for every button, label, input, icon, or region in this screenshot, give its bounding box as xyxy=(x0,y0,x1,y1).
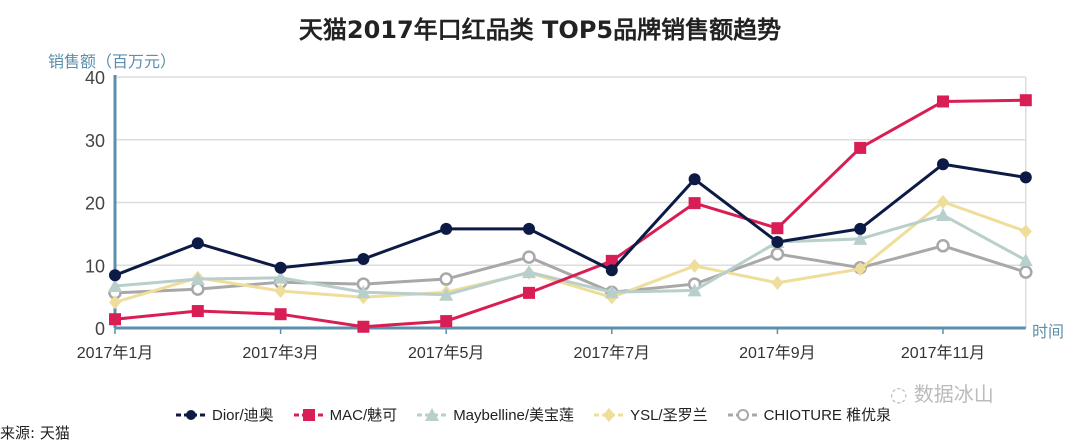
series-line xyxy=(114,162,1027,277)
x-tick-label: 2017年3月 xyxy=(242,344,319,362)
x-tick-label: 2017年9月 xyxy=(739,344,816,362)
data-point xyxy=(937,158,949,171)
legend-swatch xyxy=(594,407,625,422)
data-point xyxy=(1018,253,1033,267)
data-point xyxy=(109,313,121,326)
series-line xyxy=(114,200,1027,304)
data-point xyxy=(109,295,121,310)
data-point xyxy=(109,269,121,282)
legend-label: MAC/魅可 xyxy=(329,407,398,424)
data-point xyxy=(605,264,618,277)
data-point xyxy=(688,197,701,210)
data-point xyxy=(771,275,784,290)
legend-item[interactable]: MAC/魅可 xyxy=(293,404,398,425)
series-line xyxy=(114,213,1027,297)
legend-item[interactable]: CHIOTURE 稚优泉 xyxy=(727,404,892,425)
y-tick-label: 10 xyxy=(85,256,105,276)
legend-item[interactable]: YSL/圣罗兰 xyxy=(594,404,708,425)
legend-item[interactable]: Dior/迪奥 xyxy=(176,404,274,425)
data-point xyxy=(688,173,701,186)
data-point xyxy=(854,262,867,277)
data-point xyxy=(439,272,453,286)
data-point xyxy=(936,239,950,253)
data-point xyxy=(191,282,205,296)
x-tick-label: 2017年1月 xyxy=(77,344,154,362)
y-tick-label: 20 xyxy=(85,194,105,214)
data-point xyxy=(605,254,618,267)
series-line xyxy=(114,244,1027,295)
data-point xyxy=(522,250,536,264)
legend-swatch xyxy=(417,407,448,421)
data-point xyxy=(523,286,535,299)
data-point xyxy=(853,231,868,245)
data-point xyxy=(1019,94,1032,107)
wechat-icon: ◌ xyxy=(890,382,914,406)
data-point xyxy=(937,194,949,209)
data-point xyxy=(770,247,785,261)
data-point xyxy=(523,222,535,235)
data-point xyxy=(356,285,371,299)
data-point xyxy=(190,272,205,286)
legend-swatch xyxy=(293,408,324,421)
data-point xyxy=(688,258,701,273)
data-point xyxy=(357,252,370,265)
legend-item[interactable]: Maybelline/美宝莲 xyxy=(417,404,574,425)
data-point xyxy=(191,237,204,250)
data-point xyxy=(274,283,287,298)
data-point xyxy=(440,222,453,235)
data-point xyxy=(854,222,867,235)
x-axis-label: 时间 xyxy=(1032,322,1065,341)
data-point xyxy=(1019,171,1032,184)
y-tick-label: 40 xyxy=(85,68,105,88)
data-point xyxy=(274,308,287,321)
legend: Dior/迪奥 MAC/魅可 Maybelline/美宝莲 YSL/圣罗兰 CHIOTU… xyxy=(176,404,891,425)
data-point xyxy=(771,236,784,249)
series-line xyxy=(114,98,1026,329)
chart-title: 天猫2017年口红品类 TOP5品牌销售额趋势 xyxy=(298,16,782,44)
y-axis-label: 销售额（百万元） xyxy=(48,52,177,71)
data-point xyxy=(440,315,453,328)
x-tick-label: 2017年11月 xyxy=(901,344,985,362)
data-point xyxy=(108,278,122,292)
data-point xyxy=(937,95,949,108)
data-point xyxy=(854,141,867,154)
data-point xyxy=(604,285,619,299)
data-point xyxy=(191,305,204,318)
data-point xyxy=(1019,265,1033,279)
data-point xyxy=(357,320,370,333)
watermark: ◌ 数据冰山 xyxy=(890,378,994,407)
data-point xyxy=(273,270,288,284)
y-tick-label: 30 xyxy=(85,131,105,151)
data-point xyxy=(522,265,536,279)
legend-label: YSL/圣罗兰 xyxy=(630,407,708,424)
legend-label: CHIOTURE 稚优泉 xyxy=(763,407,892,424)
legend-swatch xyxy=(176,409,206,420)
y-tick-label: 0 xyxy=(95,319,105,339)
data-point xyxy=(936,208,950,222)
watermark-text: 数据冰山 xyxy=(913,382,994,406)
data-point xyxy=(687,283,702,297)
data-point xyxy=(439,287,454,301)
data-point xyxy=(274,261,287,274)
x-tick-label: 2017年5月 xyxy=(408,344,485,362)
source-note: 来源: 天猫 xyxy=(0,424,70,442)
legend-swatch xyxy=(727,408,758,421)
legend-label: Dior/迪奥 xyxy=(212,407,274,424)
data-point xyxy=(771,222,784,235)
x-tick-label: 2017年7月 xyxy=(574,344,651,362)
data-point xyxy=(1019,224,1032,239)
legend-label: Maybelline/美宝莲 xyxy=(453,407,575,424)
